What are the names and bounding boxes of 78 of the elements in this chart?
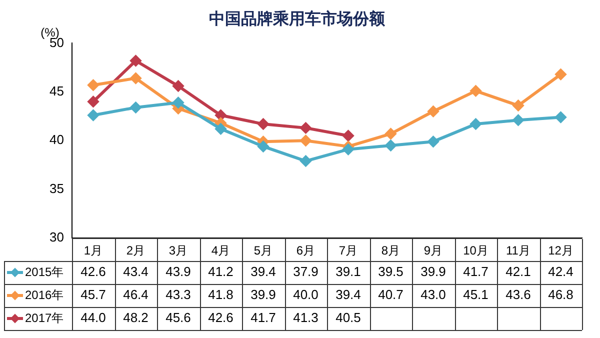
x-tick-label: 1月: [84, 244, 103, 258]
point: [385, 140, 396, 151]
data-label: 39.5: [378, 264, 404, 280]
data-label: 39.1: [336, 264, 361, 280]
data-label: 43.3: [166, 287, 191, 302]
chart-title: 中国品牌乘用车市场份额: [209, 10, 386, 28]
data-label: 39.4: [250, 264, 276, 280]
point: [300, 122, 312, 134]
data-label: 43.0: [420, 287, 446, 302]
y-tick-label: 40: [50, 132, 64, 148]
x-tick-label: 11月: [506, 244, 530, 258]
point: [428, 136, 439, 148]
x-tick-label: 6月: [296, 244, 316, 258]
data-label: 41.3: [293, 310, 318, 326]
data-label: 46.8: [548, 287, 574, 302]
data-label: 40.7: [378, 287, 404, 302]
data-label: 45.1: [463, 287, 488, 302]
point: [385, 128, 396, 140]
x-tick-label: 9月: [424, 244, 443, 258]
data-label: 48.2: [123, 310, 148, 326]
x-tick-label: 10月: [463, 244, 488, 258]
data-label: 43.6: [506, 287, 531, 302]
point: [512, 114, 524, 126]
x-tick-label: 3月: [168, 244, 188, 258]
data-label: 42.6: [80, 264, 106, 280]
point: [88, 110, 99, 121]
point: [342, 144, 354, 155]
point: [470, 118, 482, 130]
point: [428, 106, 439, 117]
point: [172, 80, 184, 92]
point: [215, 123, 226, 134]
y-tick-label: 35: [50, 180, 64, 196]
x-tick-label: 7月: [338, 244, 358, 258]
data-label: 37.9: [293, 264, 318, 280]
point: [88, 80, 99, 91]
data-label: 42.6: [208, 310, 234, 326]
point: [300, 135, 312, 146]
point: [555, 112, 566, 123]
data-label: 41.7: [250, 310, 276, 326]
point: [215, 110, 226, 121]
data-label: 40.5: [336, 310, 361, 326]
data-label: 39.9: [420, 264, 446, 280]
point: [130, 102, 142, 113]
y-tick-label: 30: [50, 230, 64, 245]
data-label: 42.4: [548, 264, 574, 280]
data-label: 41.7: [463, 264, 488, 280]
point: [130, 55, 142, 66]
y-tick-label: 45: [50, 83, 64, 98]
data-label: 45.6: [166, 310, 191, 326]
data-label: 39.4: [336, 287, 361, 302]
x-tick-label: 4月: [211, 244, 230, 258]
data-label: 41.8: [208, 287, 234, 302]
data-label: 43.9: [166, 264, 191, 280]
point: [130, 72, 142, 84]
x-tick-label: 2月: [126, 244, 146, 258]
data-label: 46.4: [123, 287, 148, 302]
data-label: 44.0: [80, 310, 106, 326]
data-label: 39.9: [250, 287, 276, 302]
legend-label: 2017年: [25, 310, 64, 325]
point: [512, 100, 524, 112]
point: [555, 68, 566, 80]
point: [258, 140, 269, 152]
data-label: 45.7: [80, 287, 106, 302]
point: [258, 118, 269, 130]
data-label: 42.1: [506, 264, 531, 280]
point: [88, 96, 99, 108]
x-tick-label: 8月: [381, 244, 400, 258]
data-label: 43.4: [123, 264, 148, 280]
point: [342, 130, 354, 142]
legend-label: 2016年: [25, 288, 64, 302]
point: [172, 97, 184, 108]
legend-label: 2015年: [25, 264, 64, 279]
x-tick-label: 12月: [548, 244, 574, 258]
x-tick-label: 5月: [254, 244, 273, 258]
point: [300, 156, 312, 167]
data-label: 40.0: [293, 287, 318, 302]
data-label: 41.2: [208, 264, 234, 280]
point: [470, 85, 482, 96]
